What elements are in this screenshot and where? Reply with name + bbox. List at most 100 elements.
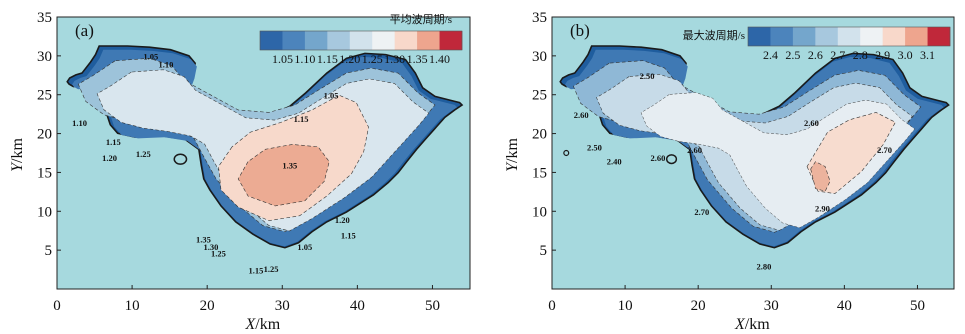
panel-a (57, 17, 470, 289)
colorbar-tick-label: 2.9 (875, 48, 890, 62)
y-tick-label: 25 (532, 88, 547, 104)
x-tick-label: 10 (618, 298, 633, 314)
x-tick-label: 30 (764, 298, 779, 314)
panel-b-label: (b) (570, 21, 590, 40)
contour-label: 2.70 (694, 207, 709, 217)
contour-label: 1.15 (294, 114, 309, 124)
y-tick-label: 30 (37, 49, 52, 65)
x-tick-label: 30 (275, 298, 290, 314)
colorbar-swatch (260, 31, 283, 50)
contour-label: 1.05 (297, 242, 312, 252)
contour-label: 2.60 (804, 118, 819, 128)
colorbar-tick-label: 1.35 (407, 52, 428, 66)
contour-label: 1.15 (106, 137, 121, 147)
colorbar-swatch (327, 31, 351, 50)
y-tick-label: 5 (540, 243, 548, 259)
colorbar-tick-label: 1.10 (294, 52, 315, 66)
contour-label: 1.30 (203, 242, 218, 252)
panel-b (552, 17, 954, 289)
y-axis-title: Y/km (504, 138, 521, 172)
panel-a-contour-labels: 1.051.101.101.151.20 1.251.051.151.351.20… (72, 52, 356, 276)
colorbar-tick-label: 2.6 (808, 48, 823, 62)
x-tick-label: 0 (548, 298, 556, 314)
panel-b-colorbar: 最大波周期/s 2.4 2.5 2.6 2.7 2.8 2.9 3.0 3.1 (683, 26, 951, 62)
colorbar-swatch (927, 27, 951, 46)
colorbar-swatch (417, 31, 440, 50)
y-axis-unit: /km (9, 138, 26, 163)
y-tick-label: 35 (532, 10, 547, 26)
x-tick-label: 50 (910, 298, 925, 314)
contour-label: 1.05 (143, 52, 158, 62)
colorbar-swatch (860, 27, 883, 46)
contour-label: 2.60 (574, 110, 589, 120)
panel-a-colorbar: 平均波周期/s 1.05 1.10 1.15 1.20 1.25 1.30 1.35 1.40 (259, 13, 463, 66)
contour-label: 1.25 (136, 149, 151, 159)
contour-label: 1.35 (196, 234, 211, 244)
x-axis-var: X (734, 316, 746, 333)
y-tick-label: 20 (532, 127, 547, 143)
x-tick-label: 40 (350, 298, 365, 314)
colorbar-swatch (792, 27, 816, 46)
x-axis-title: X/km (734, 316, 770, 333)
x-tick-label: 20 (691, 298, 706, 314)
y-tick-label: 35 (37, 10, 52, 26)
contour-label: 2.60 (687, 145, 702, 155)
panel-a-frame (56, 16, 471, 290)
colorbar-swatch (439, 31, 463, 50)
contour-label: 2.50 (640, 71, 655, 81)
y-tick-label: 5 (45, 243, 53, 259)
colorbar-frame (259, 30, 463, 51)
y-tick-label: 20 (37, 127, 52, 143)
colorbar-swatch (349, 31, 373, 50)
panel-b-frame (551, 16, 955, 290)
colorbar-swatch (905, 27, 928, 46)
colorbar-swatch (372, 31, 395, 50)
colorbar-tick-label: 1.30 (384, 52, 405, 66)
colorbar-swatch (882, 27, 906, 46)
contour-label: 2.70 (877, 145, 892, 155)
colorbar-tick-label: 3.1 (920, 48, 935, 62)
contour-label: 1.20 (335, 215, 350, 225)
colorbar-swatch (748, 27, 771, 46)
colorbar-tick-label: 2.5 (785, 48, 800, 62)
x-tick-label: 20 (200, 298, 215, 314)
contour-label: 1.25 (211, 248, 226, 258)
colorbar-title: 最大波周期/s (683, 28, 745, 42)
colorbar-swatch (837, 27, 861, 46)
contour-label: 1.35 (282, 161, 297, 171)
y-axis-title: Y/km (9, 138, 26, 172)
colorbar-tick-label: 1.25 (362, 52, 383, 66)
colorbar-swatch (815, 27, 839, 46)
y-tick-label: 30 (532, 49, 547, 65)
colorbar-tick-label: 2.8 (853, 48, 868, 62)
y-tick-label: 25 (37, 88, 52, 104)
colorbar-title: 平均波周期/s (390, 13, 452, 26)
colorbar-swatch (394, 31, 418, 50)
colorbar-tick-label: 2.4 (763, 48, 778, 62)
x-axis-title: X/km (245, 316, 281, 333)
x-tick-label: 10 (125, 298, 140, 314)
y-axis-unit: /km (504, 138, 521, 163)
contour-label: 1.10 (158, 60, 173, 70)
contour-label: 1.15 (341, 230, 356, 240)
x-tick-label: 0 (53, 298, 61, 314)
contour-label: 1.25 (264, 264, 279, 274)
contour-label: 2.60 (651, 153, 666, 163)
y-axis-var: Y (504, 161, 521, 172)
y-tick-label: 10 (37, 204, 52, 220)
colorbar-tick-label: 3.0 (898, 48, 913, 62)
x-axis-unit: /km (255, 316, 280, 333)
colorbar-swatch (770, 27, 794, 46)
y-tick-label: 15 (532, 165, 547, 181)
contour-label: 1.15 (249, 265, 264, 275)
y-tick-label: 10 (532, 204, 547, 220)
colorbar-swatch (282, 31, 306, 50)
contour-label: 1.05 (324, 91, 339, 101)
colorbar-tick-label: 1.15 (317, 52, 338, 66)
colorbar-tick-label: 1.05 (272, 52, 293, 66)
panel-a-label: (a) (75, 21, 94, 40)
contour-label: 2.50 (587, 143, 602, 153)
